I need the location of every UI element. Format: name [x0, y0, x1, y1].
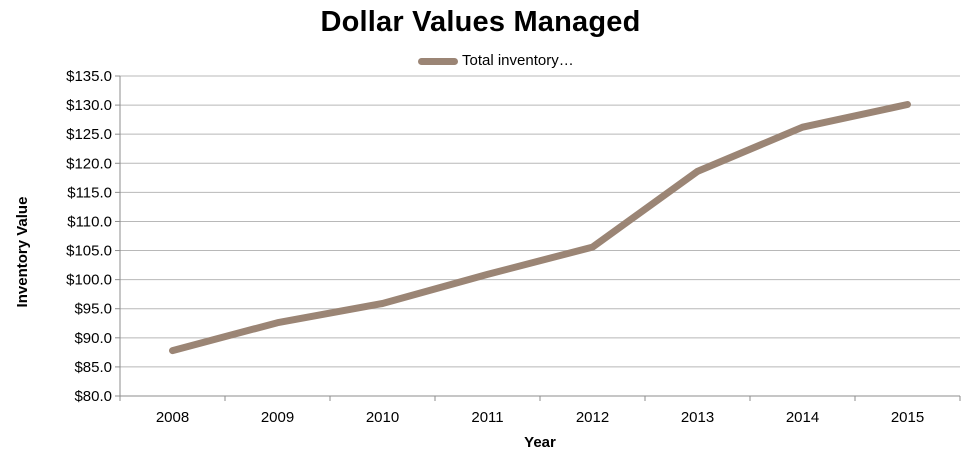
y-tick-label: $130.0 [66, 97, 112, 114]
axes [115, 75, 961, 401]
y-tick-label: $105.0 [66, 243, 112, 260]
x-tick-label: 2011 [471, 409, 503, 426]
chart-title: Dollar Values Managed [320, 6, 641, 38]
series-line [169, 101, 911, 355]
series-lines [169, 101, 911, 355]
x-tick-label: 2015 [891, 409, 924, 426]
y-tick-label: $110.0 [67, 213, 112, 230]
y-tick-label: $125.0 [66, 126, 112, 143]
x-tick-label: 2012 [576, 409, 609, 426]
y-tick-label: $80.0 [74, 388, 112, 405]
x-axis-title: Year [524, 434, 556, 451]
y-tick-label: $85.0 [74, 359, 112, 376]
y-tick-label: $95.0 [74, 301, 112, 318]
x-tick-label: 2010 [366, 409, 399, 426]
legend: Total inventory… [418, 50, 574, 72]
y-tick-label: $135.0 [66, 68, 112, 85]
y-tick-label: $120.0 [66, 155, 112, 172]
y-tick-label: $115.0 [67, 184, 112, 201]
y-tick-label: $100.0 [66, 272, 112, 289]
legend-label: Total inventory… [462, 52, 574, 69]
y-tick-label: $90.0 [74, 330, 112, 347]
x-tick-label: 2009 [261, 409, 294, 426]
x-tick-label: 2014 [786, 409, 819, 426]
x-tick-label: 2008 [156, 409, 189, 426]
y-tick-labels: $80.0 $85.0 $90.0 $95.0 $100.0 $105.0 $110.0 $1… [66, 68, 112, 405]
y-axis-title: Inventory Value [14, 197, 31, 308]
x-tick-labels: 2008 2009 2010 2011 2012 2013 2014 2015 [156, 409, 924, 426]
x-tick-label: 2013 [681, 409, 714, 426]
legend-swatch [418, 57, 458, 65]
gridlines [120, 75, 960, 368]
